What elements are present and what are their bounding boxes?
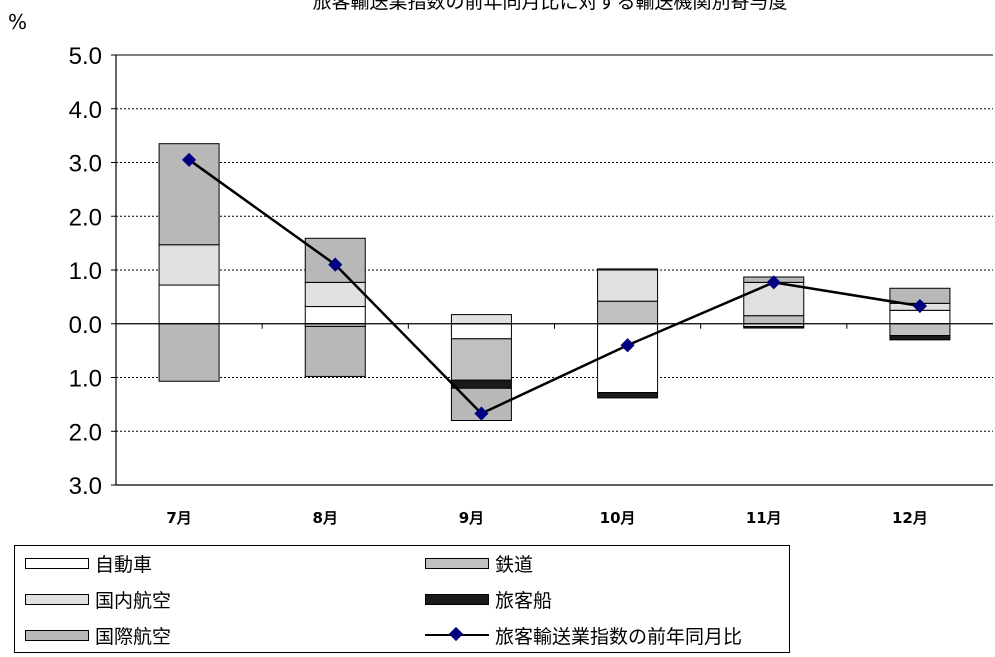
bar-segment — [304, 325, 366, 377]
bar-segment — [597, 300, 659, 325]
index-point — [766, 275, 781, 290]
bar-segment — [304, 306, 366, 325]
bar-segment — [889, 323, 951, 337]
index-point — [182, 152, 197, 167]
y-tick-label: 5.0 — [69, 43, 102, 70]
index-point — [328, 257, 343, 272]
index-line — [188, 158, 921, 416]
y-tick-label: 3.0 — [69, 151, 102, 178]
bar-segment — [450, 338, 512, 381]
legend-swatch-automobile — [25, 557, 89, 569]
chart-title: 旅客輸送業指数の前年同月比に対する輸送機関別寄与度 — [312, 0, 788, 13]
y-tick-label: 0.0 — [69, 312, 102, 339]
legend-item-index-line: 旅客輸送業指数の前年同月比 — [425, 620, 742, 650]
chart-canvas: 5.0 4.0 3.0 2.0 1.0 0.0 1.0 2.0 3.0 7月 8月 9月 10月 11月 1… — [69, 43, 993, 527]
legend-line-marker — [425, 626, 489, 642]
x-tick-label: 10月 — [600, 509, 636, 527]
legend-item-automobile: 自動車 — [25, 548, 152, 578]
x-tick-label: 9月 — [459, 509, 484, 527]
legend-item-rail: 鉄道 — [425, 548, 533, 578]
y-tick-label: 2.0 — [69, 419, 102, 446]
bar-segment — [158, 244, 220, 286]
y-tick-label: 1.0 — [69, 258, 102, 285]
y-axis-unit: % — [8, 10, 28, 34]
bar-segment — [158, 323, 220, 382]
x-tick-label: 12月 — [892, 509, 928, 527]
bar-segment — [158, 284, 220, 325]
index-point — [474, 406, 489, 421]
x-tick-label: 7月 — [166, 509, 191, 527]
bar-segment — [450, 379, 512, 389]
x-tick-label: 11月 — [746, 509, 782, 527]
bar-segment — [889, 335, 951, 341]
bar-segment — [597, 269, 659, 302]
legend-label: 旅客船 — [495, 589, 553, 612]
index-point — [912, 298, 927, 314]
bar-segment — [597, 268, 659, 271]
chart-legend: 自動車 鉄道 国内航空 旅客船 国際航空 旅客輸送業指数の前年同月比 — [14, 545, 790, 653]
y-tick-label: 2.0 — [69, 204, 102, 231]
legend-label: 鉄道 — [495, 553, 534, 576]
legend-item-passenger-ship: 旅客船 — [425, 584, 552, 614]
legend-swatch-international-air — [25, 629, 89, 641]
legend-label: 国内航空 — [95, 589, 172, 612]
bar-segment — [597, 323, 659, 394]
bar-segment — [743, 315, 805, 325]
legend-swatch-domestic-air — [25, 593, 89, 605]
legend-item-domestic-air: 国内航空 — [25, 584, 171, 614]
bar-segment — [597, 392, 659, 399]
legend-label: 旅客輸送業指数の前年同月比 — [495, 625, 743, 648]
y-tick-label: 4.0 — [69, 97, 102, 124]
bar-segment — [450, 314, 512, 325]
y-tick-label: 3.0 — [69, 473, 102, 500]
index-point — [620, 338, 635, 353]
x-tick-label: 8月 — [313, 509, 338, 527]
legend-label: 国際航空 — [95, 625, 172, 648]
legend-label: 自動車 — [95, 553, 153, 576]
legend-item-international-air: 国際航空 — [25, 620, 171, 650]
bar-segment — [450, 323, 512, 340]
legend-swatch-passenger-ship — [425, 593, 489, 605]
legend-swatch-rail — [425, 557, 489, 569]
y-tick-label: 1.0 — [69, 366, 102, 393]
bar-segment — [743, 325, 805, 329]
